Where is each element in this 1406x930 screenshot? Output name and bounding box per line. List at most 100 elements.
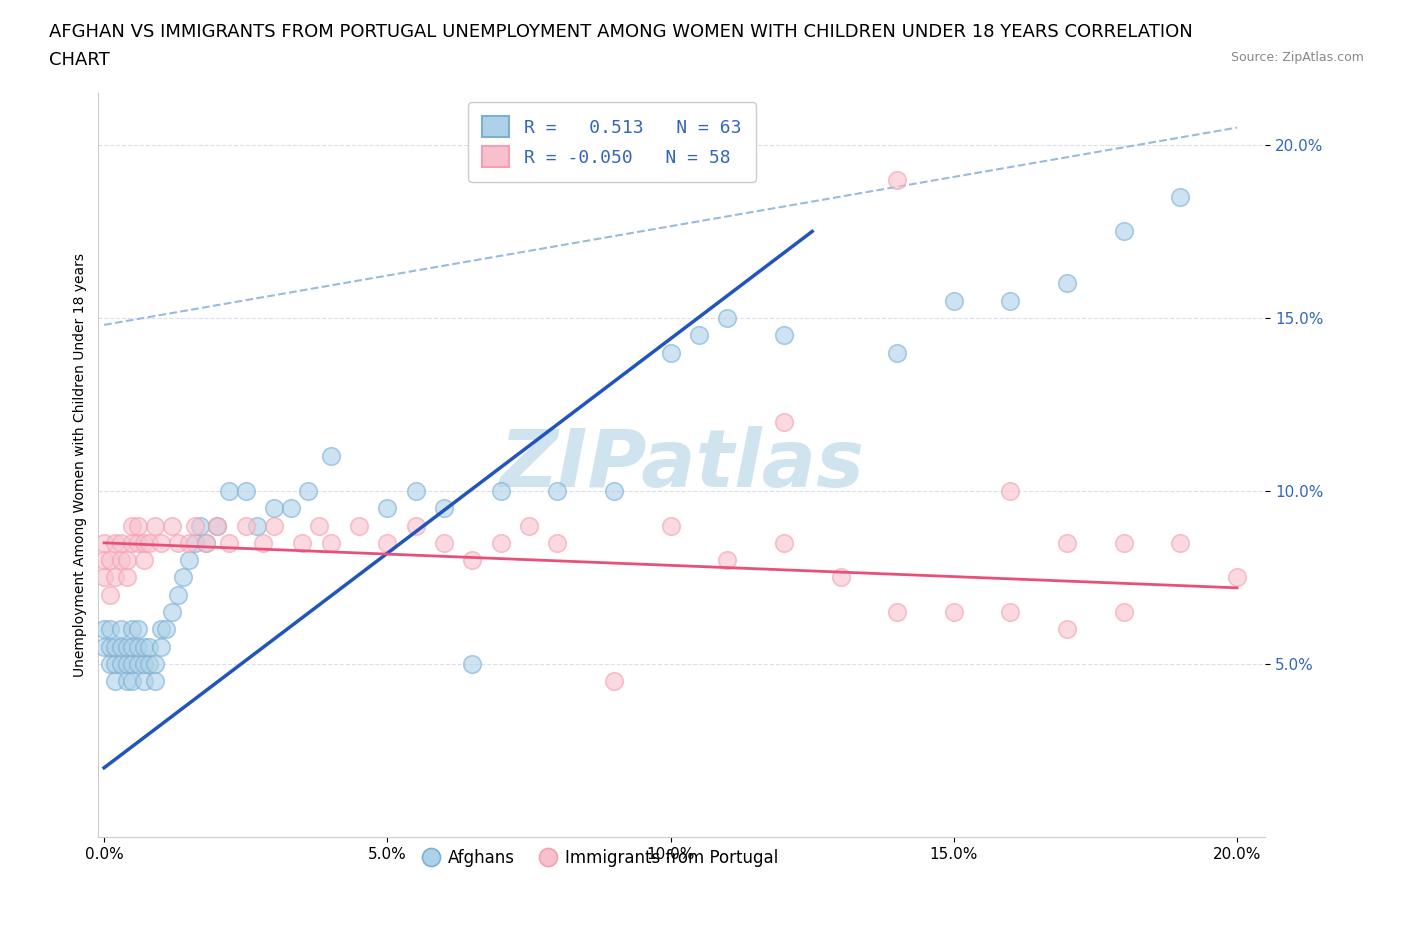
Point: [218, 484, 240, 498]
Point: [138, 657, 160, 671]
Point: [93, 536, 115, 551]
Point: [104, 536, 127, 551]
Point: [195, 536, 218, 551]
Point: [166, 588, 188, 603]
Point: [110, 622, 132, 637]
Point: [308, 518, 330, 533]
Legend: Afghans, Immigrants from Portugal: Afghans, Immigrants from Portugal: [416, 842, 785, 873]
Point: [1112, 604, 1135, 619]
Point: [659, 518, 682, 533]
Point: [121, 657, 143, 671]
Point: [405, 484, 427, 498]
Point: [603, 484, 626, 498]
Point: [830, 570, 852, 585]
Point: [177, 536, 200, 551]
Point: [104, 657, 127, 671]
Point: [98, 588, 121, 603]
Point: [155, 622, 177, 637]
Point: [291, 536, 314, 551]
Point: [252, 536, 274, 551]
Text: ZIPatlas: ZIPatlas: [499, 426, 865, 504]
Point: [110, 552, 132, 567]
Point: [942, 293, 965, 308]
Point: [98, 657, 121, 671]
Point: [127, 518, 149, 533]
Point: [1170, 190, 1192, 205]
Point: [104, 639, 127, 654]
Point: [1112, 224, 1135, 239]
Point: [121, 674, 143, 689]
Point: [115, 552, 138, 567]
Point: [177, 552, 200, 567]
Y-axis label: Unemployment Among Women with Children Under 18 years: Unemployment Among Women with Children U…: [73, 253, 87, 677]
Point: [121, 536, 143, 551]
Point: [1112, 536, 1135, 551]
Point: [319, 449, 342, 464]
Point: [190, 518, 212, 533]
Point: [183, 536, 205, 551]
Point: [297, 484, 319, 498]
Point: [603, 674, 626, 689]
Point: [127, 536, 149, 551]
Point: [98, 622, 121, 637]
Point: [93, 570, 115, 585]
Point: [98, 639, 121, 654]
Point: [172, 570, 194, 585]
Point: [263, 501, 285, 516]
Point: [1056, 276, 1078, 291]
Text: CHART: CHART: [49, 51, 110, 69]
Point: [98, 552, 121, 567]
Point: [280, 501, 302, 516]
Point: [138, 536, 160, 551]
Point: [517, 518, 540, 533]
Point: [942, 604, 965, 619]
Text: Source: ZipAtlas.com: Source: ZipAtlas.com: [1230, 51, 1364, 64]
Point: [132, 657, 155, 671]
Point: [375, 536, 398, 551]
Point: [93, 639, 115, 654]
Point: [127, 639, 149, 654]
Point: [207, 518, 229, 533]
Point: [127, 657, 149, 671]
Point: [115, 639, 138, 654]
Point: [121, 622, 143, 637]
Point: [461, 657, 484, 671]
Point: [183, 518, 205, 533]
Point: [263, 518, 285, 533]
Point: [716, 311, 738, 325]
Point: [1226, 570, 1249, 585]
Point: [1056, 536, 1078, 551]
Point: [716, 552, 738, 567]
Point: [433, 536, 456, 551]
Point: [546, 536, 568, 551]
Point: [132, 674, 155, 689]
Point: [235, 484, 257, 498]
Point: [246, 518, 269, 533]
Point: [104, 570, 127, 585]
Point: [115, 570, 138, 585]
Point: [461, 552, 484, 567]
Text: AFGHAN VS IMMIGRANTS FROM PORTUGAL UNEMPLOYMENT AMONG WOMEN WITH CHILDREN UNDER : AFGHAN VS IMMIGRANTS FROM PORTUGAL UNEMP…: [49, 23, 1192, 41]
Point: [773, 327, 796, 342]
Point: [1000, 484, 1022, 498]
Point: [688, 327, 710, 342]
Point: [347, 518, 370, 533]
Point: [1056, 622, 1078, 637]
Point: [405, 518, 427, 533]
Point: [121, 639, 143, 654]
Point: [115, 657, 138, 671]
Point: [93, 622, 115, 637]
Point: [93, 552, 115, 567]
Point: [132, 552, 155, 567]
Point: [207, 518, 229, 533]
Point: [1170, 536, 1192, 551]
Point: [132, 536, 155, 551]
Point: [886, 345, 908, 360]
Point: [149, 536, 172, 551]
Point: [773, 536, 796, 551]
Point: [104, 674, 127, 689]
Point: [886, 172, 908, 187]
Point: [138, 639, 160, 654]
Point: [489, 484, 512, 498]
Point: [1000, 293, 1022, 308]
